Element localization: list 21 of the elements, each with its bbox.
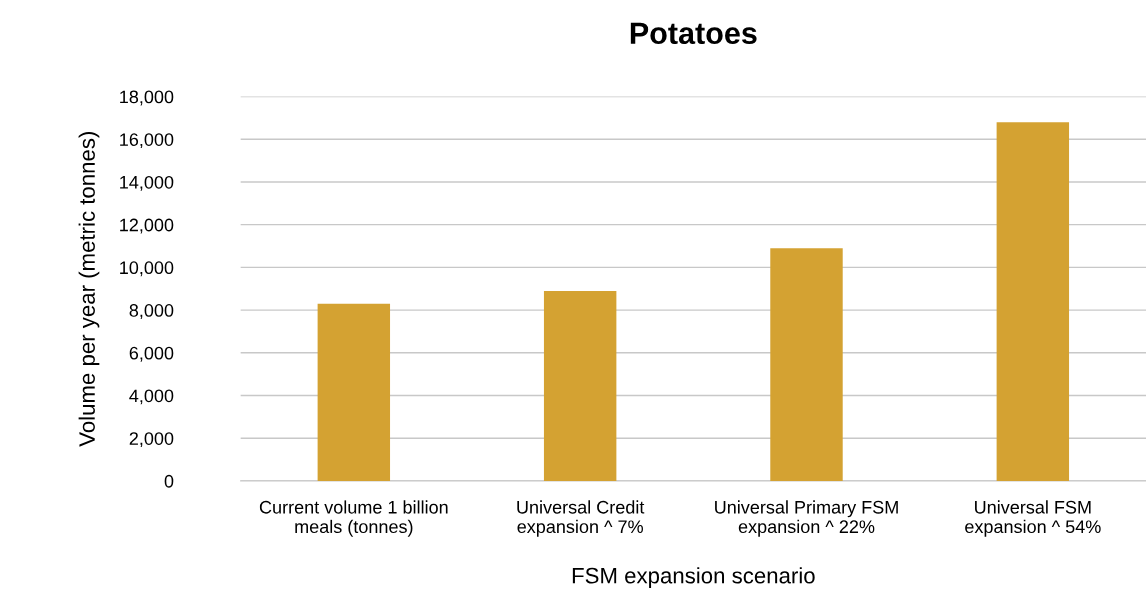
x-tick-label: Current volume 1 billion meals (tonnes): [259, 500, 448, 537]
x-tick-label: Universal Primary FSM expansion ^ 22%: [715, 500, 898, 537]
y-tick-label: 2,000: [129, 432, 174, 448]
x-tick-label: Universal Credit expansion ^ 7%: [517, 500, 645, 537]
bar: [996, 122, 1070, 481]
y-tick-label: 0: [164, 474, 174, 488]
y-axis-title: Volume per year (metric tonnes): [78, 132, 100, 447]
y-tick-label: 16,000: [120, 133, 174, 149]
bar: [543, 290, 617, 481]
chart-title: Potatoes: [630, 22, 757, 45]
y-tick-label: 18,000: [120, 90, 174, 106]
y-tick-label: 12,000: [120, 218, 174, 234]
x-axis-title: FSM expansion scenario: [572, 567, 815, 588]
x-tick-label: Universal FSM expansion ^ 54%: [965, 500, 1101, 537]
bar: [317, 303, 391, 481]
y-tick-label: 6,000: [129, 346, 174, 362]
y-tick-label: 10,000: [120, 261, 174, 277]
y-tick-label: 8,000: [129, 304, 174, 319]
y-tick-label: 4,000: [129, 389, 174, 405]
y-tick-label: 14,000: [120, 175, 174, 191]
bar: [770, 248, 843, 481]
